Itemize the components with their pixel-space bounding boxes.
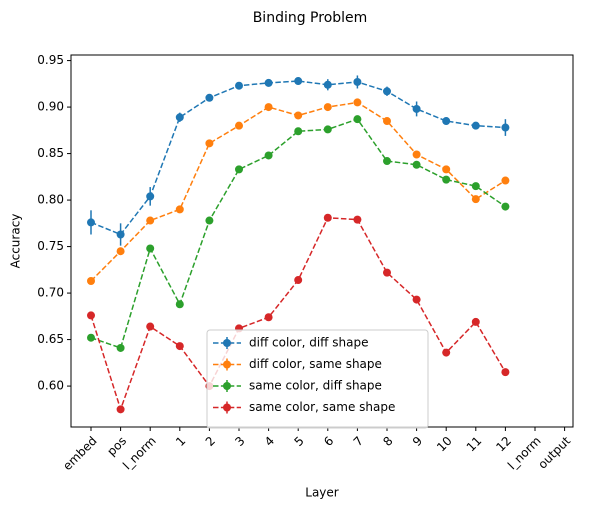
data-point: [383, 268, 391, 277]
data-point: [205, 139, 214, 148]
data-point: [146, 216, 155, 225]
legend-marker: [223, 360, 231, 369]
y-tick-label: 0.90: [37, 100, 64, 114]
data-point: [412, 150, 421, 159]
x-tick-label: embed: [60, 434, 99, 473]
data-point: [353, 215, 362, 224]
legend-box: [206, 329, 429, 429]
data-point: [323, 125, 332, 134]
legend-label: diff color, same shape: [249, 357, 382, 371]
data-point: [146, 244, 155, 253]
data-point: [501, 202, 510, 211]
x-axis-label: Layer: [305, 486, 339, 500]
data-point: [323, 103, 332, 112]
x-tick-label: 9: [410, 434, 425, 449]
data-point: [116, 230, 125, 239]
data-point: [146, 192, 155, 201]
y-tick-label: 0.85: [37, 146, 64, 160]
data-point: [175, 113, 184, 122]
x-tick-label: 4: [262, 434, 277, 449]
data-point: [175, 300, 184, 309]
legend: diff color, diff shape diff color, same s…: [206, 329, 429, 429]
data-point: [383, 87, 391, 96]
x-tick-label: 1: [173, 434, 188, 449]
y-tick-label: 0.70: [37, 286, 64, 300]
legend-label: same color, diff shape: [249, 379, 382, 393]
data-point: [116, 343, 125, 352]
x-tick-label: 7: [351, 434, 366, 449]
legend-label: same color, same shape: [249, 400, 395, 414]
data-point: [471, 121, 480, 130]
data-point: [87, 311, 95, 320]
x-tick-label: l_norm: [120, 434, 159, 473]
data-point: [353, 77, 362, 86]
data-point: [442, 165, 451, 174]
data-point: [264, 103, 273, 112]
data-point: [383, 117, 391, 126]
x-tick-label: 10: [434, 434, 455, 455]
y-tick-label: 0.60: [37, 379, 64, 393]
data-point: [116, 405, 125, 414]
series-line: [90, 80, 506, 236]
x-tick-label: output: [535, 433, 573, 471]
data-point: [412, 295, 421, 304]
data-point: [412, 104, 421, 113]
data-point: [442, 117, 451, 126]
x-tick-label: l_norm: [505, 434, 544, 473]
y-axis-label: Accuracy: [9, 214, 23, 269]
data-point: [264, 313, 273, 322]
x-tick-label: 3: [232, 434, 247, 449]
data-point: [353, 98, 362, 107]
y-tick-label: 0.80: [37, 193, 64, 207]
data-point: [175, 205, 184, 214]
data-point: [294, 111, 303, 120]
series-line: [90, 118, 506, 349]
chart-title: Binding Problem: [253, 10, 368, 26]
legend-marker: [223, 339, 231, 347]
legend-marker: [223, 403, 231, 412]
data-point: [87, 276, 95, 285]
x-tick-label: 8: [380, 434, 395, 449]
x-tick-label: 2: [203, 434, 218, 449]
data-point: [235, 165, 243, 174]
data-point: [294, 127, 303, 136]
data-point: [87, 218, 95, 227]
data-point: [264, 151, 273, 160]
data-point: [383, 157, 391, 166]
x-tick-label: 12: [493, 434, 514, 455]
y-tick-label: 0.65: [37, 332, 64, 346]
x-tick-label: 11: [464, 434, 485, 455]
data-point: [442, 348, 451, 357]
x-tick-label: 5: [291, 434, 306, 449]
y-tick-label: 0.95: [37, 53, 64, 67]
data-point: [501, 123, 510, 132]
data-point: [501, 176, 510, 185]
y-tick-label: 0.75: [37, 239, 64, 253]
legend-marker: [223, 382, 231, 390]
data-point: [235, 81, 243, 90]
data-point: [294, 276, 303, 285]
data-point: [87, 333, 95, 342]
data-point: [146, 322, 155, 331]
legend-label: diff color, diff shape: [249, 336, 368, 350]
data-point: [471, 182, 480, 191]
data-point: [294, 77, 303, 86]
data-point: [501, 368, 510, 377]
data-point: [205, 216, 214, 225]
data-point: [471, 195, 480, 204]
data-point: [323, 213, 332, 222]
data-point: [264, 78, 273, 87]
data-point: [116, 247, 125, 256]
data-point: [471, 317, 480, 326]
data-point: [353, 115, 362, 124]
data-point: [323, 80, 332, 89]
data-point: [412, 160, 421, 169]
data-point: [175, 342, 184, 351]
data-point: [442, 175, 451, 184]
x-tick-label: pos: [104, 434, 129, 459]
x-tick-label: 6: [321, 434, 336, 449]
data-point: [205, 93, 214, 102]
data-point: [235, 121, 243, 130]
